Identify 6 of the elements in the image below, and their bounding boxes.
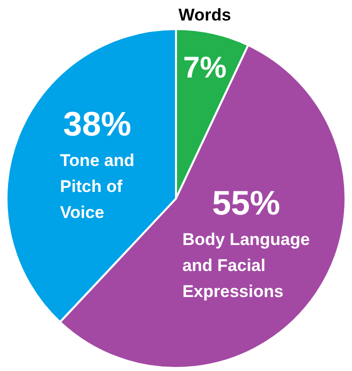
- data-label: 38%: [63, 106, 132, 144]
- slice-label: Tone and Pitch of Voice: [60, 150, 134, 222]
- data-label: 55%: [212, 184, 280, 223]
- slice-label: Body Language and Facial Expressions: [182, 230, 310, 301]
- slice-label: Words: [178, 6, 232, 25]
- data-label: 7%: [183, 52, 227, 85]
